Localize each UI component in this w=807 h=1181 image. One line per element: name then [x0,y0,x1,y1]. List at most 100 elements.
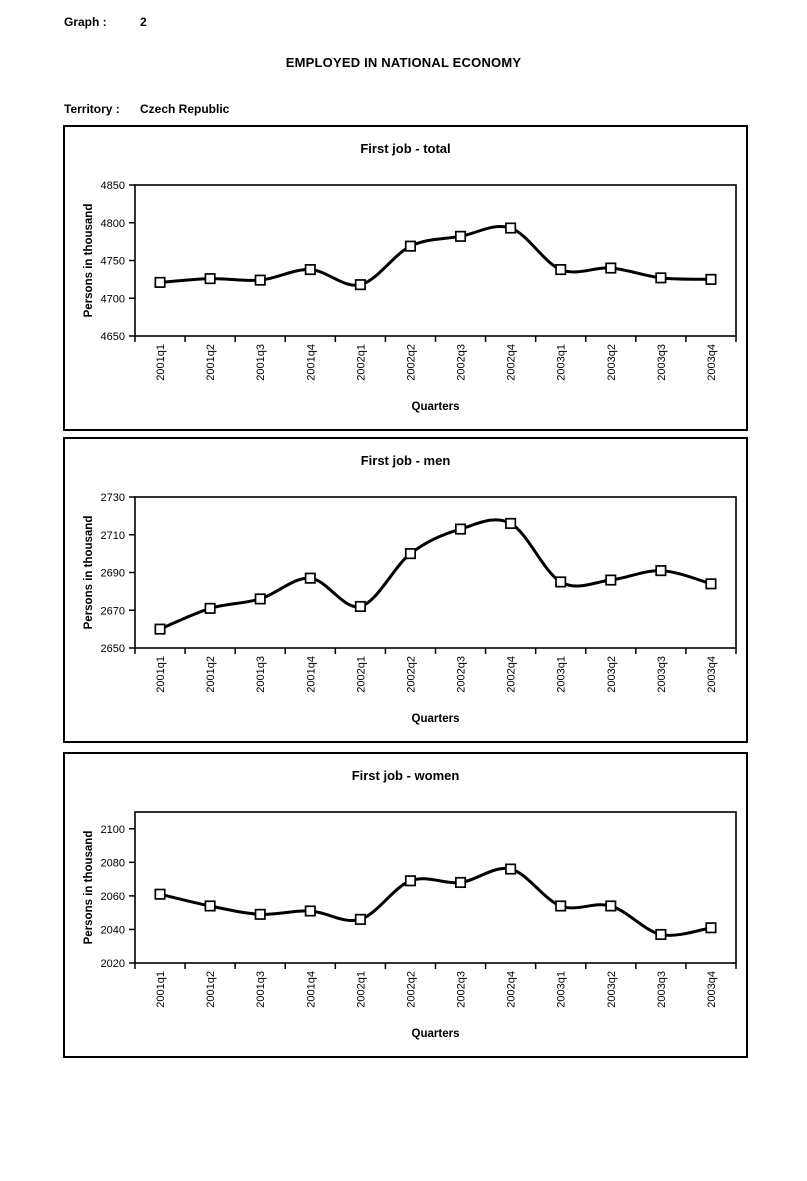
x-tick-label: 2001q1 [155,971,167,1008]
x-tick-label: 2002q2 [405,656,417,693]
data-point-marker [505,222,517,234]
data-point-marker [555,264,567,276]
data-point-marker [454,876,467,889]
x-axis-title: Quarters [412,401,460,413]
y-tick-label: 2100 [101,824,125,836]
x-tick-label: 2003q4 [706,344,718,381]
line-chart-first-job-women: 2020 2040 2060 2080 2100 2001q1 2001q2 2001q3 20… [83,811,737,1040]
x-tick-label: 2001q4 [305,971,317,1008]
y-tick-label: 2080 [101,857,125,869]
y-tick-label: 2670 [101,605,125,617]
x-tick-label: 2002q2 [405,971,417,1008]
y-tick-label: 4750 [101,256,125,268]
y-tick-label: 2730 [101,492,125,504]
y-axis-title: Persons in thousand [83,516,95,630]
x-tick-label: 2003q1 [556,656,568,693]
y-tick-label: 4650 [101,331,125,343]
data-point-marker [705,273,717,285]
data-point-marker [655,928,667,941]
x-tick-label: 2001q2 [205,656,217,693]
data-point-marker [605,574,617,586]
x-tick-label: 2001q3 [255,656,267,693]
x-tick-label: 2001q1 [155,344,167,381]
x-tick-label: 2003q1 [556,971,568,1008]
data-point-marker [454,523,467,535]
data-point-marker [655,565,667,577]
y-axis: 2650 2670 2690 2710 2730 [101,492,135,655]
x-axis: 2001q1 2001q2 2001q3 2001q4 2002q1 2002q2 2002… [134,648,737,693]
data-point-marker [354,913,366,925]
y-axis: 2020 2040 2060 2080 2100 [101,824,135,970]
x-tick-label: 2001q2 [205,344,217,381]
x-tick-label: 2002q4 [506,971,518,1008]
data-point-marker [254,908,266,920]
data-point-marker [605,262,617,274]
x-tick-label: 2003q3 [656,344,668,381]
data-point-marker [555,900,567,912]
x-tick-label: 2002q1 [355,656,367,693]
data-point-marker [304,264,316,276]
x-tick-label: 2002q3 [456,971,468,1008]
data-point-marker [204,900,216,912]
chart-title-total: First job - total [360,141,451,156]
y-tick-label: 4850 [101,180,125,192]
page-title: EMPLOYED IN NATIONAL ECONOMY [285,55,522,70]
x-axis: 2001q1 2001q2 2001q3 2001q4 2002q1 2002q2 2002… [134,336,737,381]
data-point-marker [154,276,166,288]
data-point-marker [605,900,617,912]
x-tick-label: 2002q1 [355,344,367,381]
data-points [154,863,717,941]
x-axis: 2001q1 2001q2 2001q3 2001q4 2002q1 2002q2 2002… [134,963,737,1008]
plot-area-border [134,496,737,649]
x-tick-label: 2003q2 [606,656,618,693]
y-tick-label: 2650 [101,643,125,655]
data-point-marker [354,279,366,291]
data-point-marker [154,888,166,900]
x-tick-label: 2003q4 [706,971,718,1008]
y-tick-label: 2060 [101,891,125,903]
y-tick-label: 2020 [101,958,125,970]
y-tick-label: 4700 [101,293,125,305]
x-tick-label: 2001q1 [155,656,167,693]
data-point-marker [555,576,567,588]
plot-area-border [134,184,737,337]
territory-label: Territory : [64,102,120,116]
data-point-marker [454,230,467,242]
graph-label: Graph : [64,15,107,29]
x-tick-label: 2002q4 [506,656,518,693]
x-tick-label: 2001q4 [305,344,317,381]
data-points [154,222,717,291]
data-point-marker [404,875,417,887]
x-tick-label: 2001q2 [205,971,217,1008]
plot-area-border [134,811,737,964]
y-tick-label: 2040 [101,924,125,936]
territory-value: Czech Republic [140,102,230,116]
x-tick-label: 2002q2 [405,344,417,381]
data-point-marker [204,273,216,285]
x-tick-label: 2003q3 [656,656,668,693]
x-tick-label: 2002q4 [506,344,518,381]
x-tick-label: 2002q3 [456,656,468,693]
x-tick-label: 2001q4 [305,656,317,693]
data-point-marker [404,548,417,560]
y-tick-label: 4800 [101,218,125,230]
data-point-marker [705,922,717,934]
data-point-marker [705,578,717,590]
data-point-marker [254,593,266,605]
y-axis-title: Persons in thousand [83,831,95,945]
x-tick-label: 2001q3 [255,971,267,1008]
data-point-marker [304,905,316,917]
chart-title-women: First job - women [351,768,460,783]
data-point-marker [404,240,417,252]
x-tick-label: 2001q3 [255,344,267,381]
x-axis-title: Quarters [412,713,460,725]
data-point-marker [505,863,517,875]
data-point-marker [304,572,316,584]
x-tick-label: 2003q2 [606,971,618,1008]
x-tick-label: 2003q2 [606,344,618,381]
x-tick-label: 2003q1 [556,344,568,381]
x-tick-label: 2003q3 [656,971,668,1008]
